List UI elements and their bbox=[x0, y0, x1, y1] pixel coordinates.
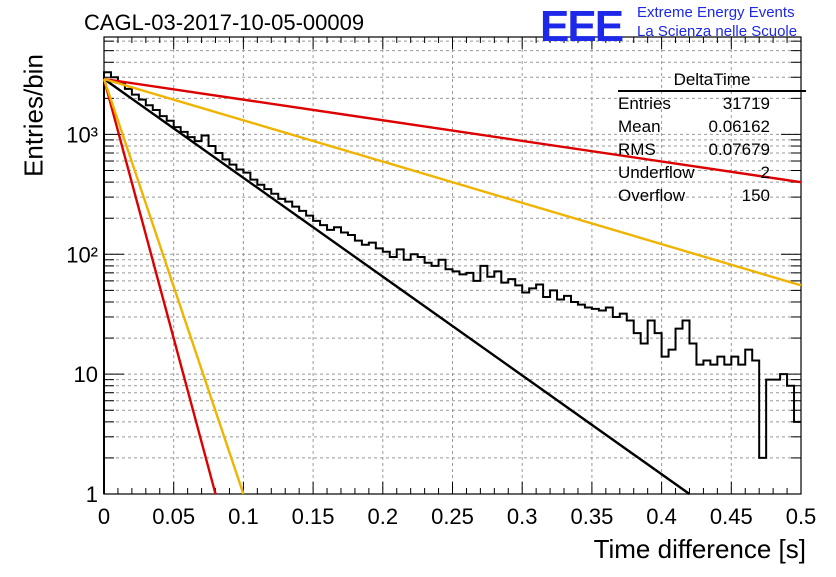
stats-row: RMS 0.07679 bbox=[610, 138, 806, 161]
y-tick-label: 1 bbox=[86, 482, 98, 507]
x-tick-label: 0.35 bbox=[570, 504, 613, 529]
fit-line bbox=[102, 78, 245, 495]
fit-line bbox=[103, 77, 802, 184]
chart-title: CAGL-03-2017-10-05-00009 bbox=[84, 10, 365, 35]
stats-title: DeltaTime bbox=[618, 70, 806, 92]
fit-line bbox=[103, 77, 802, 287]
stats-row: Underflow 2 bbox=[610, 161, 806, 184]
stats-value: 2 bbox=[760, 163, 770, 182]
stats-row: Entries 31719 bbox=[610, 92, 806, 115]
x-tick-label: 0.3 bbox=[507, 504, 538, 529]
x-tick-label: 0.25 bbox=[431, 504, 474, 529]
stats-label: RMS bbox=[618, 140, 656, 159]
x-tick-label: 0 bbox=[98, 504, 110, 529]
stats-row: Mean 0.06162 bbox=[610, 115, 806, 138]
histogram-outline bbox=[103, 71, 801, 494]
stats-box: DeltaTime Entries 31719 Mean 0.06162 RMS… bbox=[610, 70, 806, 207]
y-tick-label: 10³ bbox=[66, 122, 98, 147]
y-axis-label: Entries/bin bbox=[18, 54, 49, 177]
stats-value: 0.06162 bbox=[708, 117, 770, 136]
stats-label: Mean bbox=[618, 117, 661, 136]
x-tick-label: 0.2 bbox=[368, 504, 399, 529]
stats-value: 0.07679 bbox=[708, 140, 770, 159]
x-tick-label: 0.45 bbox=[710, 504, 753, 529]
stats-row: Overflow 150 bbox=[610, 184, 806, 207]
y-tick-label: 10² bbox=[66, 242, 98, 267]
stats-value: 150 bbox=[741, 186, 770, 205]
y-tick-label: 10 bbox=[74, 362, 98, 387]
x-tick-label: 0.4 bbox=[646, 504, 677, 529]
stats-label: Underflow bbox=[618, 163, 695, 182]
stats-label: Entries bbox=[618, 94, 671, 113]
fit-line bbox=[103, 78, 691, 495]
x-tick-label: 0.15 bbox=[292, 504, 335, 529]
x-tick-label: 0.05 bbox=[152, 504, 195, 529]
x-tick-label: 0.1 bbox=[228, 504, 259, 529]
eee-logo: EEE bbox=[540, 2, 624, 51]
stats-label: Overflow bbox=[618, 186, 686, 205]
x-axis-label: Time difference [s] bbox=[593, 534, 806, 564]
fit-line bbox=[102, 78, 217, 495]
stats-value: 31719 bbox=[722, 94, 770, 113]
logo-tagline-2: La Scienza nelle Scuole bbox=[637, 23, 798, 40]
logo-tagline-1: Extreme Energy Events bbox=[637, 4, 795, 21]
x-tick-label: 0.5 bbox=[786, 504, 817, 529]
